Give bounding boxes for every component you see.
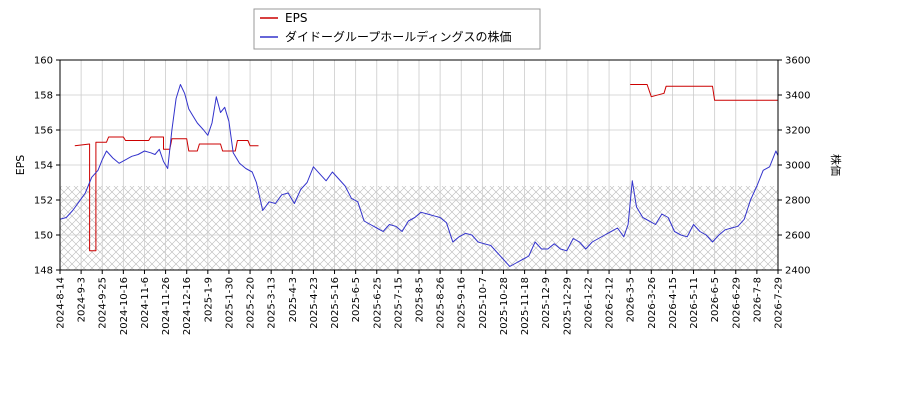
left-axis: 148 150 152 154 156 158 160 — [34, 56, 60, 277]
x-tick-label: 2024-11-26 — [161, 277, 172, 335]
eps-line — [630, 84, 778, 101]
x-tick-label: 2025-8-5 — [415, 277, 426, 322]
x-tick-label: 2026-7-8 — [752, 277, 763, 322]
y-left-tick-label: 152 — [34, 196, 53, 207]
x-tick-label: 2025-12-9 — [541, 277, 552, 329]
x-tick-label: 2025-10-7 — [478, 277, 489, 329]
x-tick-label: 2024-9-3 — [77, 277, 88, 322]
x-tick-label: 2026-3-26 — [647, 277, 658, 329]
x-tick-label: 2025-3-13 — [267, 277, 278, 329]
y-right-tick-label: 3400 — [785, 91, 810, 102]
x-tick-label: 2024-11-6 — [140, 277, 151, 329]
legend-box — [253, 8, 541, 50]
left-axis-title: EPS — [14, 155, 27, 176]
x-axis: 2024-8-14 2024-9-3 2024-9-25 2024-10-16 2024… — [56, 270, 785, 335]
x-tick-label: 2025-12-29 — [562, 277, 573, 335]
x-tick-label: 2025-2-20 — [246, 277, 257, 329]
x-tick-label: 2024-8-14 — [56, 277, 67, 329]
x-tick-label: 2025-6-25 — [372, 277, 383, 329]
x-tick-label: 2025-1-9 — [203, 277, 214, 322]
x-tick-label: 2026-2-12 — [605, 277, 616, 329]
x-tick-label: 2026-6-29 — [731, 277, 742, 329]
x-tick-label: 2026-6-5 — [710, 277, 721, 322]
stock-price-line — [60, 84, 778, 267]
y-left-tick-label: 156 — [34, 126, 53, 137]
x-tick-label: 2026-7-29 — [774, 277, 785, 329]
x-tick-label: 2026-5-11 — [689, 277, 700, 329]
x-tick-label: 2025-10-28 — [499, 277, 510, 335]
legend-label-eps: EPS — [285, 11, 307, 25]
x-tick-label: 2026-1-22 — [583, 277, 594, 329]
x-tick-label: 2025-8-26 — [436, 277, 447, 329]
x-tick-label: 2024-9-25 — [98, 277, 109, 329]
x-tick-label: 2025-11-18 — [520, 277, 531, 335]
x-tick-label: 2026-4-15 — [668, 277, 679, 329]
right-axis: 2400 2600 2800 3000 3200 3400 3600 — [778, 56, 810, 277]
legend: EPS ダイドーグループホールディングスの株価 — [253, 8, 541, 50]
y-right-tick-label: 3600 — [785, 56, 810, 67]
y-right-tick-label: 3200 — [785, 126, 810, 137]
x-tick-label: 2026-3-5 — [626, 277, 637, 322]
x-tick-label: 2025-1-30 — [224, 277, 235, 329]
y-right-tick-label: 3000 — [785, 161, 810, 172]
x-tick-label: 2025-4-23 — [309, 277, 320, 329]
legend-label-stock-price: ダイドーグループホールディングスの株価 — [285, 29, 511, 44]
y-left-tick-label: 148 — [34, 266, 53, 277]
x-tick-label: 2025-6-5 — [351, 277, 362, 322]
x-tick-label: 2025-5-16 — [330, 277, 341, 329]
right-axis-title: 株価 — [829, 154, 843, 176]
y-left-tick-label: 154 — [34, 161, 53, 172]
y-left-tick-label: 160 — [34, 56, 53, 67]
y-left-tick-label: 150 — [34, 231, 53, 242]
x-tick-label: 2024-10-16 — [119, 277, 130, 335]
x-tick-label: 2025-4-3 — [288, 277, 299, 322]
y-right-tick-label: 2600 — [785, 231, 810, 242]
y-right-tick-label: 2800 — [785, 196, 810, 207]
y-left-tick-label: 158 — [34, 91, 53, 102]
x-tick-label: 2025-7-15 — [393, 277, 404, 329]
y-right-tick-label: 2400 — [785, 266, 810, 277]
x-tick-label: 2024-12-16 — [182, 277, 193, 335]
series-layer — [60, 84, 778, 267]
x-tick-label: 2025-9-16 — [457, 277, 468, 329]
